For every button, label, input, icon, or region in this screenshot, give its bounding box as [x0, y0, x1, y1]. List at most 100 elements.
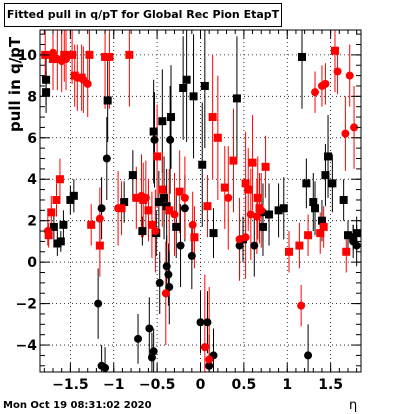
data-point-circle: [311, 88, 320, 97]
data-point-square: [68, 50, 77, 59]
data-point-square: [343, 231, 352, 240]
data-point-square: [105, 52, 114, 61]
data-point-circle: [164, 270, 173, 279]
data-point-circle: [155, 278, 164, 287]
data-point-square: [120, 198, 129, 207]
data-point-circle: [321, 79, 330, 88]
y-tick-label: −2: [16, 297, 37, 313]
data-point-square: [95, 241, 104, 250]
data-point-square: [87, 220, 96, 229]
data-point-square: [154, 198, 163, 207]
data-point-circle: [350, 123, 359, 132]
data-point-square: [103, 96, 112, 105]
data-point-circle: [188, 220, 197, 229]
data-point-square: [85, 50, 94, 59]
data-point-square: [220, 183, 229, 192]
data-point-square: [153, 152, 162, 161]
data-point-square: [284, 247, 293, 256]
y-tick-label: 4: [27, 172, 37, 188]
data-point-circle: [134, 334, 143, 343]
data-point-square: [330, 46, 339, 55]
data-point-circle: [49, 48, 58, 57]
data-point-square: [311, 204, 320, 213]
data-point-circle: [95, 214, 104, 223]
data-point-square: [69, 191, 78, 200]
data-point-circle: [141, 193, 150, 202]
data-point-square: [190, 233, 199, 242]
data-point-square: [317, 216, 326, 225]
data-point-square: [66, 195, 75, 204]
data-point-circle: [235, 235, 244, 244]
data-point-square: [101, 52, 110, 61]
data-point-square: [229, 156, 238, 165]
x-tick-label: 1.5: [318, 377, 343, 393]
data-point-square: [49, 222, 58, 231]
data-point-circle: [180, 204, 189, 213]
data-point-square: [200, 81, 209, 90]
data-point-square: [198, 160, 207, 169]
data-point-circle: [187, 251, 196, 260]
data-point-circle: [62, 55, 71, 64]
data-point-circle: [145, 324, 154, 333]
x-tick-label: −0.5: [139, 377, 176, 393]
data-point-square: [244, 185, 253, 194]
x-tick-label: 0: [196, 377, 206, 393]
y-tick-label: 6: [27, 131, 37, 147]
data-point-circle: [176, 241, 185, 250]
data-point-circle: [180, 193, 189, 202]
data-point-circle: [150, 135, 159, 144]
data-point-circle: [341, 129, 350, 138]
data-point-circle: [196, 318, 205, 327]
data-point-square: [179, 84, 188, 93]
data-point-square: [158, 117, 167, 126]
data-point-square: [232, 94, 241, 103]
data-point-square: [138, 227, 147, 236]
data-point-circle: [345, 71, 354, 80]
data-point-square: [274, 206, 283, 215]
data-point-square: [52, 195, 61, 204]
y-tick-label: 10: [18, 48, 38, 64]
axes: −1.5 −1 −0.5 0 0.5 1 1.5 −4 −2 0 2 4 6 8 10: [16, 30, 361, 393]
data-point-square: [49, 55, 58, 64]
data-point-square: [167, 113, 176, 122]
datestamp: Mon Oct 19 08:31:02 2020: [3, 400, 152, 411]
data-point-square: [125, 50, 134, 59]
data-point-circle: [246, 210, 255, 219]
data-point-circle: [151, 227, 160, 236]
data-point-circle: [162, 262, 171, 271]
data-point-square: [304, 231, 313, 240]
data-point-circle: [224, 193, 233, 202]
data-point-square: [328, 179, 337, 188]
data-point-square: [316, 229, 325, 238]
data-point-square: [258, 222, 267, 231]
chart-title: Fitted pull in q/pT for Global Rec Pion …: [4, 3, 282, 27]
data-point-square: [160, 193, 169, 202]
data-point-circle: [101, 363, 110, 372]
data-point-square: [339, 195, 348, 204]
data-point-circle: [257, 206, 266, 215]
data-point-square: [298, 52, 307, 61]
data-point-square: [324, 152, 333, 161]
data-point-circle: [333, 67, 342, 76]
data-point-square: [147, 220, 156, 229]
y-tick-label: 0: [27, 255, 37, 271]
data-point-square: [42, 75, 51, 84]
data-point-circle: [97, 204, 106, 213]
data-point-circle: [114, 204, 123, 213]
data-point-square: [319, 222, 328, 231]
data-point-square: [165, 206, 174, 215]
data-point-square: [295, 241, 304, 250]
data-point-circle: [205, 361, 214, 370]
data-point-square: [149, 127, 158, 136]
data-point-square: [253, 193, 262, 202]
data-point-square: [261, 162, 270, 171]
data-point-square: [56, 237, 65, 246]
data-point-square: [55, 175, 64, 184]
data-point-square: [60, 50, 69, 59]
x-axis-label: η: [349, 398, 358, 413]
data-point-circle: [43, 227, 52, 236]
data-point-square: [158, 185, 167, 194]
data-point-square: [203, 202, 212, 211]
data-point-square: [132, 193, 141, 202]
